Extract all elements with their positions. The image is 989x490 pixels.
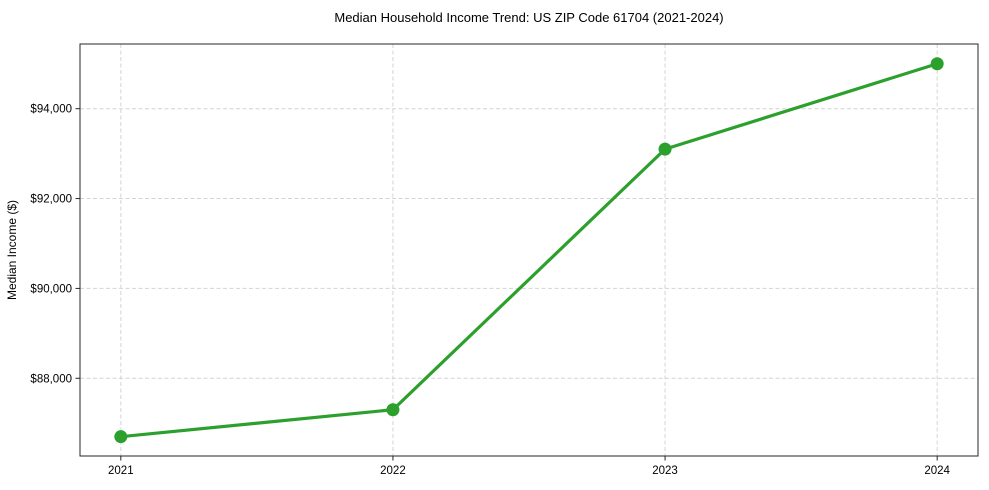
plot-frame [79,43,979,457]
trend-line [119,62,939,439]
x-tick-label: 2024 [924,465,950,477]
y-axis-label: Median Income ($) [5,199,19,301]
y-tick-label: $92,000 [30,194,72,206]
x-tick-label: 2022 [380,465,406,477]
data-point [114,430,128,444]
data-point [386,403,400,417]
chart-title: Median Household Income Trend: US ZIP Co… [334,10,724,25]
y-tick-label: $90,000 [30,283,72,295]
data-point [658,142,672,156]
data-point [930,57,944,71]
y-tick-label: $94,000 [30,104,72,116]
y-tick-label: $88,000 [30,373,72,385]
x-tick-label: 2023 [652,465,678,477]
x-tick-label: 2021 [108,465,134,477]
